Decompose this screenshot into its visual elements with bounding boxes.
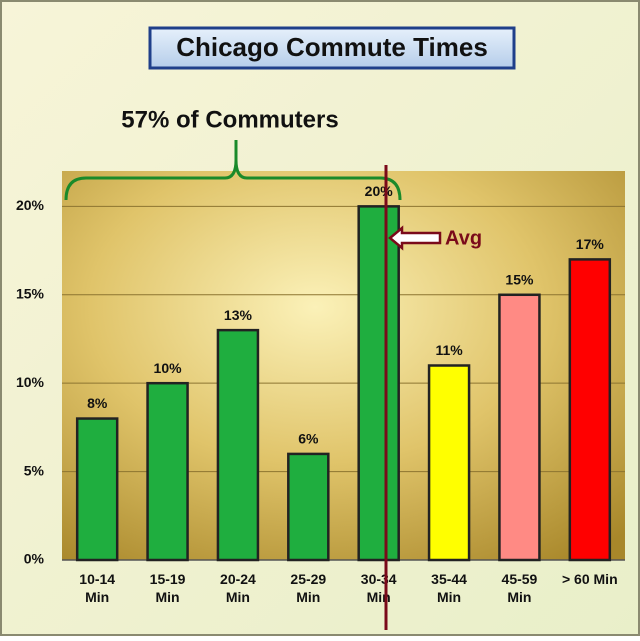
- y-tick-label: 20%: [16, 197, 45, 213]
- y-tick-label: 0%: [24, 551, 45, 567]
- x-tick-label: > 60 Min: [562, 571, 618, 587]
- annotation: 57% of Commuters: [121, 106, 338, 133]
- y-tick-label: 15%: [16, 285, 45, 301]
- chart-title: Chicago Commute Times: [176, 32, 488, 62]
- value-label: 17%: [576, 236, 605, 252]
- value-label: 20%: [365, 183, 394, 199]
- x-tick-label: 10-14 Min: [79, 571, 115, 605]
- avg-arrow: [388, 225, 442, 251]
- value-label: 13%: [224, 307, 253, 323]
- x-tick-label: 35-44 Min: [431, 571, 467, 605]
- bar: [216, 328, 260, 562]
- value-label: 15%: [505, 271, 534, 287]
- x-tick-label: 20-24 Min: [220, 571, 256, 605]
- bar: [568, 258, 612, 562]
- x-tick-label: 25-29 Min: [290, 571, 326, 605]
- bar: [498, 293, 541, 562]
- bar: [427, 364, 471, 562]
- bar: [146, 381, 189, 562]
- y-tick-label: 5%: [24, 462, 45, 478]
- value-label: 8%: [87, 395, 108, 411]
- y-tick-label: 10%: [16, 374, 45, 390]
- title-box: [148, 26, 516, 70]
- value-label: 11%: [435, 342, 463, 358]
- value-label: 10%: [154, 360, 183, 376]
- bar: [287, 452, 330, 562]
- x-tick-label: 15-19 Min: [150, 571, 186, 605]
- value-label: 6%: [298, 431, 319, 447]
- annotation: Avg: [445, 227, 482, 249]
- bar: [75, 417, 119, 562]
- x-tick-label: 45-59 Min: [502, 571, 538, 605]
- bar: [357, 205, 400, 562]
- bracket: [64, 140, 402, 201]
